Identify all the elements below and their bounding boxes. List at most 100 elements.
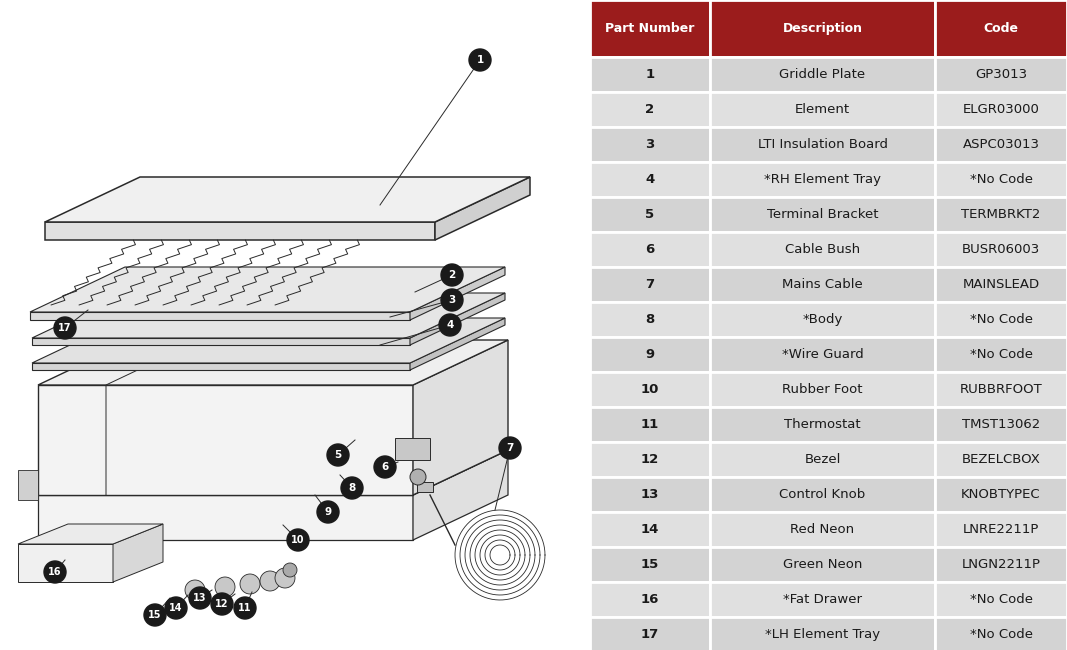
Polygon shape bbox=[413, 340, 508, 495]
Circle shape bbox=[211, 593, 233, 615]
Text: Mains Cable: Mains Cable bbox=[782, 278, 863, 291]
Polygon shape bbox=[32, 363, 410, 370]
Text: TERMBRKT2: TERMBRKT2 bbox=[961, 208, 1040, 221]
Bar bbox=[935, 617, 1067, 650]
Text: Griddle Plate: Griddle Plate bbox=[779, 68, 865, 81]
Bar bbox=[935, 232, 1067, 267]
Circle shape bbox=[327, 444, 349, 466]
Circle shape bbox=[317, 501, 339, 523]
Bar bbox=[590, 302, 710, 337]
Text: Rubber Foot: Rubber Foot bbox=[782, 383, 863, 396]
Text: 15: 15 bbox=[641, 558, 659, 571]
Polygon shape bbox=[45, 222, 435, 240]
Circle shape bbox=[240, 574, 260, 594]
Bar bbox=[935, 197, 1067, 232]
Bar bbox=[590, 582, 710, 617]
Circle shape bbox=[341, 477, 363, 499]
Bar bbox=[590, 57, 710, 92]
Text: 10: 10 bbox=[291, 535, 305, 545]
Bar bbox=[935, 0, 1067, 57]
Text: TMST13062: TMST13062 bbox=[961, 418, 1040, 431]
Text: *No Code: *No Code bbox=[970, 593, 1033, 606]
Text: 3: 3 bbox=[448, 295, 456, 305]
Text: 3: 3 bbox=[646, 138, 655, 151]
Circle shape bbox=[44, 561, 66, 583]
Polygon shape bbox=[38, 385, 413, 495]
Bar bbox=[590, 372, 710, 407]
Text: 1: 1 bbox=[646, 68, 654, 81]
Circle shape bbox=[234, 597, 256, 619]
Bar bbox=[710, 232, 935, 267]
Text: LNRE2211P: LNRE2211P bbox=[962, 523, 1039, 536]
Circle shape bbox=[275, 568, 294, 588]
Text: BUSR06003: BUSR06003 bbox=[961, 243, 1040, 256]
Polygon shape bbox=[410, 293, 505, 345]
Text: 4: 4 bbox=[646, 173, 655, 186]
Text: 16: 16 bbox=[48, 567, 62, 577]
Text: 8: 8 bbox=[646, 313, 655, 326]
Polygon shape bbox=[32, 293, 505, 338]
Bar bbox=[710, 582, 935, 617]
Text: *LH Element Tray: *LH Element Tray bbox=[765, 628, 880, 641]
Text: Description: Description bbox=[782, 22, 862, 35]
Bar bbox=[590, 92, 710, 127]
Text: 2: 2 bbox=[448, 270, 456, 280]
Polygon shape bbox=[30, 267, 505, 312]
Text: Element: Element bbox=[795, 103, 850, 116]
Polygon shape bbox=[32, 338, 410, 345]
Text: Green Neon: Green Neon bbox=[783, 558, 862, 571]
Polygon shape bbox=[410, 267, 505, 320]
Text: *Fat Drawer: *Fat Drawer bbox=[783, 593, 862, 606]
Bar bbox=[590, 442, 710, 477]
Text: MAINSLEAD: MAINSLEAD bbox=[962, 278, 1039, 291]
Text: *Wire Guard: *Wire Guard bbox=[782, 348, 863, 361]
Text: 16: 16 bbox=[641, 593, 659, 606]
Polygon shape bbox=[413, 450, 508, 540]
Circle shape bbox=[283, 563, 297, 577]
Circle shape bbox=[287, 529, 309, 551]
Bar bbox=[710, 92, 935, 127]
Text: 4: 4 bbox=[446, 320, 453, 330]
Text: 17: 17 bbox=[641, 628, 659, 641]
Text: *No Code: *No Code bbox=[970, 628, 1033, 641]
Text: Thermostat: Thermostat bbox=[784, 418, 861, 431]
Bar bbox=[935, 127, 1067, 162]
Circle shape bbox=[441, 264, 463, 286]
Bar bbox=[590, 127, 710, 162]
Circle shape bbox=[165, 597, 187, 619]
Bar bbox=[935, 162, 1067, 197]
Polygon shape bbox=[45, 177, 530, 222]
Text: 10: 10 bbox=[641, 383, 659, 396]
Text: LTI Insulation Board: LTI Insulation Board bbox=[758, 138, 888, 151]
Text: 11: 11 bbox=[641, 418, 659, 431]
Bar bbox=[935, 407, 1067, 442]
Text: 6: 6 bbox=[381, 462, 388, 472]
Text: Cable Bush: Cable Bush bbox=[785, 243, 860, 256]
Text: LNGN2211P: LNGN2211P bbox=[961, 558, 1040, 571]
Text: Control Knob: Control Knob bbox=[779, 488, 865, 501]
Text: KNOBTYPEC: KNOBTYPEC bbox=[961, 488, 1040, 501]
Circle shape bbox=[441, 289, 463, 311]
Bar bbox=[710, 442, 935, 477]
Bar bbox=[710, 57, 935, 92]
Polygon shape bbox=[38, 340, 508, 385]
Bar bbox=[710, 0, 935, 57]
Bar bbox=[590, 617, 710, 650]
Text: 12: 12 bbox=[641, 453, 659, 466]
Text: 12: 12 bbox=[216, 599, 228, 609]
Text: 9: 9 bbox=[324, 507, 332, 517]
Bar bbox=[935, 267, 1067, 302]
Bar bbox=[590, 162, 710, 197]
Bar bbox=[710, 547, 935, 582]
Text: *RH Element Tray: *RH Element Tray bbox=[764, 173, 881, 186]
Text: 13: 13 bbox=[641, 488, 659, 501]
Bar bbox=[935, 302, 1067, 337]
Circle shape bbox=[499, 437, 521, 459]
Text: 13: 13 bbox=[193, 593, 207, 603]
Bar bbox=[935, 477, 1067, 512]
Text: 17: 17 bbox=[59, 323, 71, 333]
Polygon shape bbox=[18, 544, 113, 582]
Polygon shape bbox=[38, 495, 413, 540]
Bar bbox=[710, 617, 935, 650]
Text: 1: 1 bbox=[476, 55, 483, 65]
